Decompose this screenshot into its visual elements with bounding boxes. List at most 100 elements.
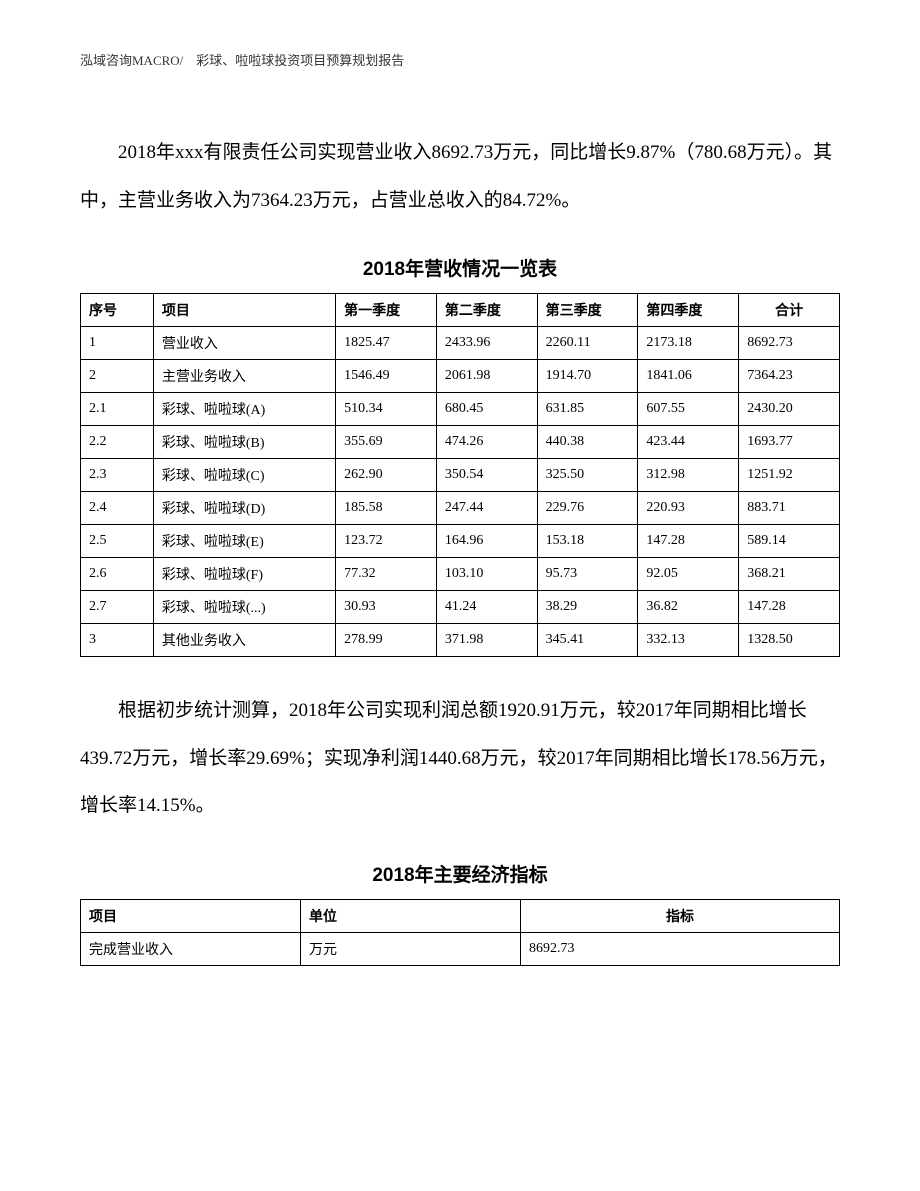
table-cell: 510.34 — [336, 393, 437, 426]
table-cell: 368.21 — [739, 558, 840, 591]
table-cell: 2061.98 — [436, 360, 537, 393]
table-cell: 彩球、啦啦球(A) — [153, 393, 335, 426]
table-cell: 474.26 — [436, 426, 537, 459]
table2-header-row: 项目 单位 指标 — [81, 899, 840, 932]
table-row: 2.2彩球、啦啦球(B)355.69474.26440.38423.441693… — [81, 426, 840, 459]
table-cell: 彩球、啦啦球(D) — [153, 492, 335, 525]
table-cell: 278.99 — [336, 624, 437, 657]
table-row: 2.4彩球、啦啦球(D)185.58247.44229.76220.93883.… — [81, 492, 840, 525]
th-q4: 第四季度 — [638, 294, 739, 327]
table-cell: 371.98 — [436, 624, 537, 657]
table-cell: 3 — [81, 624, 154, 657]
table-cell: 彩球、啦啦球(C) — [153, 459, 335, 492]
table-cell: 8692.73 — [521, 932, 840, 965]
table-cell: 2.3 — [81, 459, 154, 492]
table-cell: 262.90 — [336, 459, 437, 492]
table-cell: 153.18 — [537, 525, 638, 558]
th2-indicator: 指标 — [521, 899, 840, 932]
table-cell: 彩球、啦啦球(F) — [153, 558, 335, 591]
table-cell: 95.73 — [537, 558, 638, 591]
th-q1: 第一季度 — [336, 294, 437, 327]
table-cell: 220.93 — [638, 492, 739, 525]
table-cell: 彩球、啦啦球(B) — [153, 426, 335, 459]
page-header: 泓域咨询MACRO/ 彩球、啦啦球投资项目预算规划报告 — [80, 50, 840, 69]
table-row: 2.5彩球、啦啦球(E)123.72164.96153.18147.28589.… — [81, 525, 840, 558]
table-cell: 589.14 — [739, 525, 840, 558]
table-cell: 164.96 — [436, 525, 537, 558]
table-cell: 2433.96 — [436, 327, 537, 360]
table-cell: 345.41 — [537, 624, 638, 657]
table-cell: 607.55 — [638, 393, 739, 426]
table-cell: 247.44 — [436, 492, 537, 525]
th-seq: 序号 — [81, 294, 154, 327]
table-cell: 1825.47 — [336, 327, 437, 360]
table-row: 2.6彩球、啦啦球(F)77.32103.1095.7392.05368.21 — [81, 558, 840, 591]
table-cell: 103.10 — [436, 558, 537, 591]
table-cell: 355.69 — [336, 426, 437, 459]
table-cell: 440.38 — [537, 426, 638, 459]
table-row: 2.1彩球、啦啦球(A)510.34680.45631.85607.552430… — [81, 393, 840, 426]
table-cell: 2260.11 — [537, 327, 638, 360]
table-cell: 38.29 — [537, 591, 638, 624]
table-cell: 1546.49 — [336, 360, 437, 393]
table-cell: 423.44 — [638, 426, 739, 459]
table-row: 2主营业务收入1546.492061.981914.701841.067364.… — [81, 360, 840, 393]
th-q3: 第三季度 — [537, 294, 638, 327]
th-item: 项目 — [153, 294, 335, 327]
revenue-table: 序号 项目 第一季度 第二季度 第三季度 第四季度 合计 1营业收入1825.4… — [80, 293, 840, 657]
table-cell: 1841.06 — [638, 360, 739, 393]
table-cell: 147.28 — [739, 591, 840, 624]
table-cell: 1328.50 — [739, 624, 840, 657]
th-total: 合计 — [739, 294, 840, 327]
table-cell: 229.76 — [537, 492, 638, 525]
table-cell: 营业收入 — [153, 327, 335, 360]
table-cell: 123.72 — [336, 525, 437, 558]
table1-title: 2018年营收情况一览表 — [80, 254, 840, 281]
table-cell: 2.2 — [81, 426, 154, 459]
table-cell: 350.54 — [436, 459, 537, 492]
table-row: 2.7彩球、啦啦球(...)30.9341.2438.2936.82147.28 — [81, 591, 840, 624]
paragraph-2: 根据初步统计测算，2018年公司实现利润总额1920.91万元，较2017年同期… — [80, 687, 840, 830]
table-cell: 2173.18 — [638, 327, 739, 360]
table-cell: 312.98 — [638, 459, 739, 492]
table-cell: 147.28 — [638, 525, 739, 558]
table-row: 1营业收入1825.472433.962260.112173.188692.73 — [81, 327, 840, 360]
table-cell: 92.05 — [638, 558, 739, 591]
table-cell: 2.4 — [81, 492, 154, 525]
th2-item: 项目 — [81, 899, 301, 932]
table-cell: 2430.20 — [739, 393, 840, 426]
table-cell: 1693.77 — [739, 426, 840, 459]
table-cell: 30.93 — [336, 591, 437, 624]
table-cell: 325.50 — [537, 459, 638, 492]
table-cell: 41.24 — [436, 591, 537, 624]
table-cell: 332.13 — [638, 624, 739, 657]
th-q2: 第二季度 — [436, 294, 537, 327]
table-cell: 77.32 — [336, 558, 437, 591]
table2-title: 2018年主要经济指标 — [80, 860, 840, 887]
table-cell: 680.45 — [436, 393, 537, 426]
table-cell: 631.85 — [537, 393, 638, 426]
table-cell: 其他业务收入 — [153, 624, 335, 657]
table-cell: 完成营业收入 — [81, 932, 301, 965]
table-cell: 883.71 — [739, 492, 840, 525]
table-cell: 2.7 — [81, 591, 154, 624]
table-cell: 2 — [81, 360, 154, 393]
table-cell: 2.1 — [81, 393, 154, 426]
table-cell: 8692.73 — [739, 327, 840, 360]
paragraph-1: 2018年xxx有限责任公司实现营业收入8692.73万元，同比增长9.87%（… — [80, 129, 840, 224]
table-cell: 185.58 — [336, 492, 437, 525]
table-cell: 2.6 — [81, 558, 154, 591]
table-row: 2.3彩球、啦啦球(C)262.90350.54325.50312.981251… — [81, 459, 840, 492]
table-row: 3其他业务收入278.99371.98345.41332.131328.50 — [81, 624, 840, 657]
table-cell: 7364.23 — [739, 360, 840, 393]
table-cell: 1914.70 — [537, 360, 638, 393]
table1-header-row: 序号 项目 第一季度 第二季度 第三季度 第四季度 合计 — [81, 294, 840, 327]
table-cell: 彩球、啦啦球(...) — [153, 591, 335, 624]
table-cell: 主营业务收入 — [153, 360, 335, 393]
table-cell: 2.5 — [81, 525, 154, 558]
indicator-table: 项目 单位 指标 完成营业收入万元8692.73 — [80, 899, 840, 966]
table-cell: 36.82 — [638, 591, 739, 624]
th2-unit: 单位 — [301, 899, 521, 932]
table-cell: 万元 — [301, 932, 521, 965]
table-row: 完成营业收入万元8692.73 — [81, 932, 840, 965]
